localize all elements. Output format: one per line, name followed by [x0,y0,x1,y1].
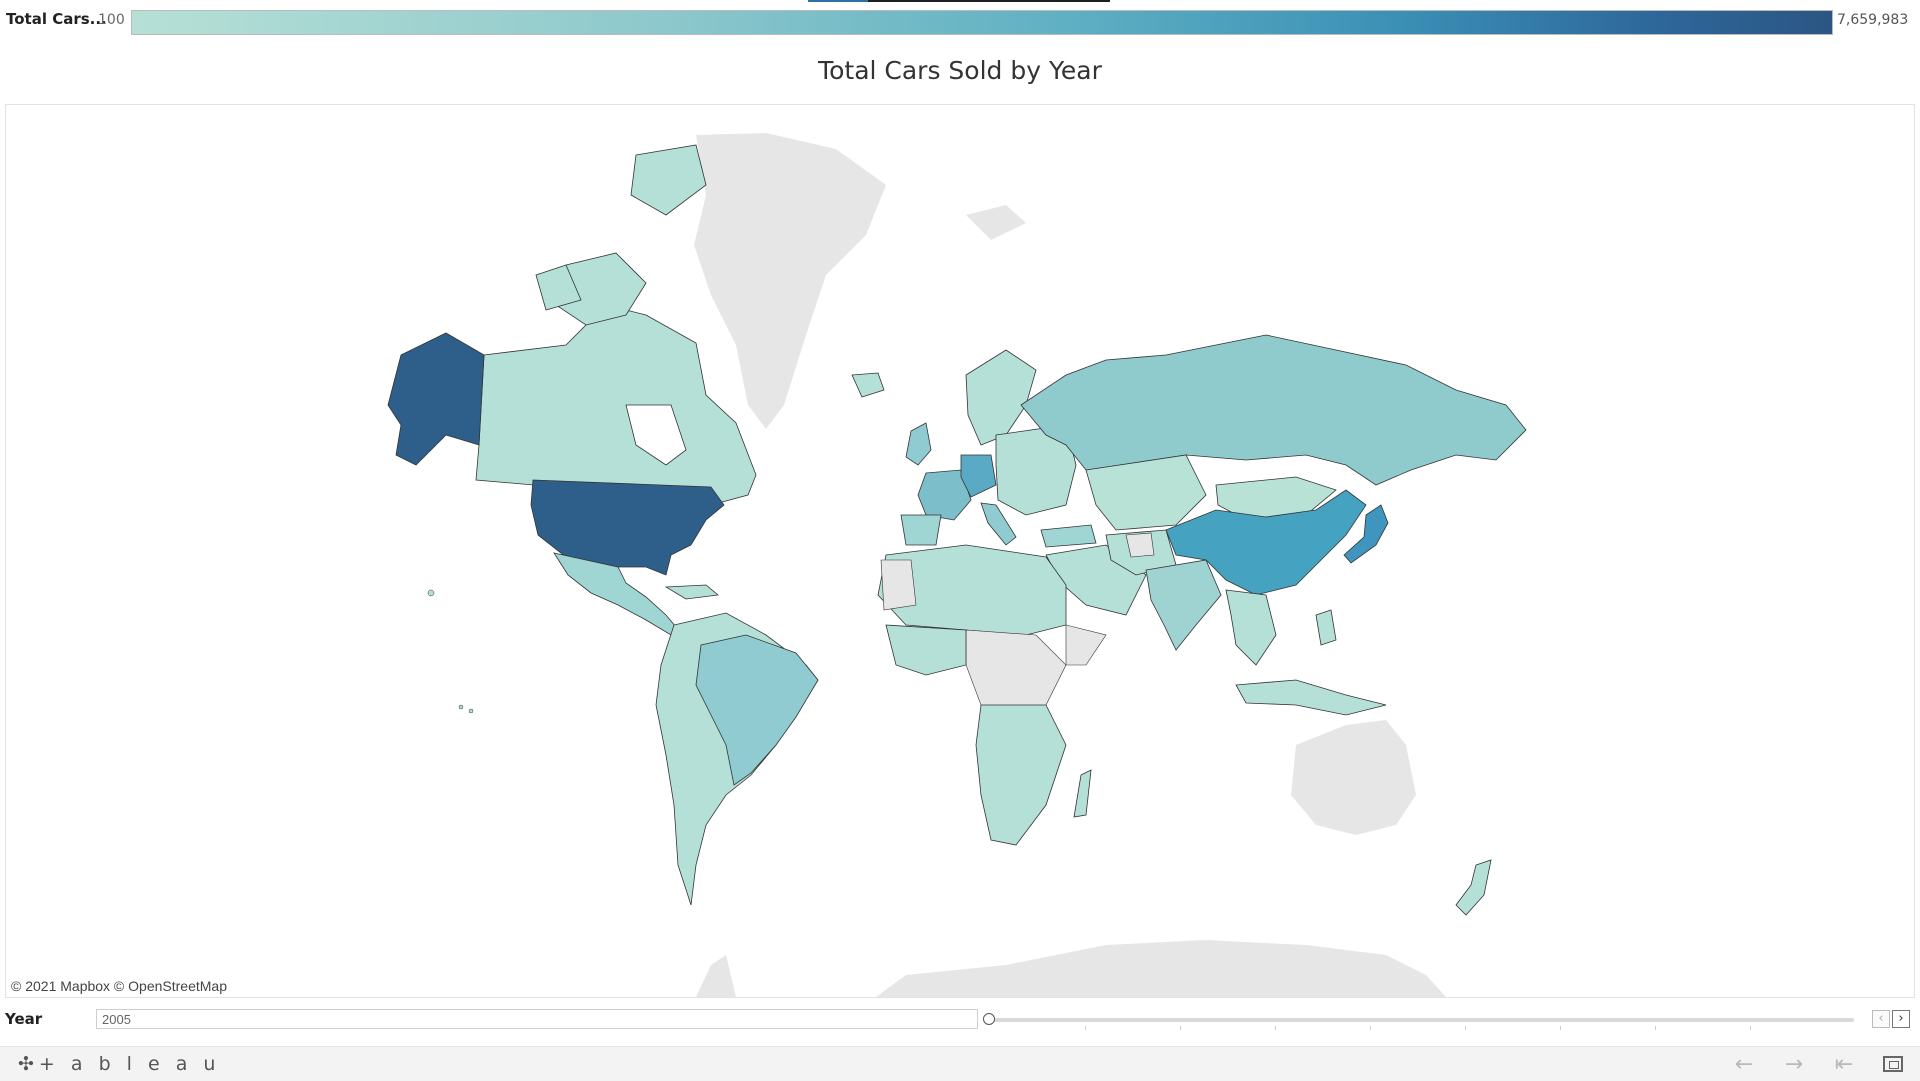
region-scandinavia[interactable] [965,349,1037,446]
region-australia[interactable] [1291,720,1416,835]
footer-toolbar: ✣+ a b l e a u ← → ⇤ [0,1046,1920,1081]
revert-icon[interactable]: ⇤ [1834,1052,1854,1077]
region-greenland[interactable] [694,133,886,429]
chart-title: Total Cars Sold by Year [818,56,1102,85]
year-filter: Year 2005 ‹ › [0,1000,1920,1040]
region-alaska[interactable] [387,332,485,466]
undo-icon[interactable]: ← [1734,1052,1754,1077]
year-slider-track[interactable] [990,1018,1854,1022]
legend-min-label: 100 [98,12,125,28]
legend-gradient-bar [131,10,1833,35]
world-map[interactable]: © 2021 Mapbox © OpenStreetMap [5,104,1915,998]
region-southeast-asia[interactable] [1225,589,1277,666]
region-new-zealand[interactable] [1455,859,1492,916]
tableau-logo[interactable]: ✣+ a b l e a u [18,1053,221,1075]
region-central-asia[interactable] [1085,454,1207,531]
region-italy[interactable] [980,502,1017,546]
slider-tick [1560,1026,1561,1030]
region-southern-africa[interactable] [975,704,1067,846]
region-antarctica[interactable] [876,940,1446,997]
region-india[interactable] [1145,559,1222,651]
region-brazil[interactable] [695,634,819,786]
chevron-left-icon[interactable]: ‹ [1872,1010,1890,1028]
region-indonesia[interactable] [1235,679,1387,716]
slider-tick [1275,1026,1276,1030]
tableau-logo-text: + a b l e a u [38,1053,221,1075]
region-spain[interactable] [900,514,942,546]
region-turkey[interactable] [1040,524,1097,548]
year-slider-thumb[interactable] [983,1013,995,1025]
region-north-africa[interactable] [877,544,1067,636]
region-united-kingdom[interactable] [905,422,932,466]
year-filter-value[interactable]: 2005 [96,1009,978,1029]
region-russia[interactable] [1020,334,1527,486]
color-legend: Total Cars... 100 7,659,983 [0,0,1920,44]
top-tab-indicator [808,0,1110,2]
region-svalbard[interactable] [966,205,1026,240]
region-madagascar[interactable] [1073,769,1092,818]
legend-max-label: 7,659,983 [1837,12,1909,28]
slider-tick [1180,1026,1181,1030]
map-canvas[interactable] [6,105,1914,997]
slider-tick [1370,1026,1371,1030]
region-japan[interactable] [1343,504,1389,564]
region-germany[interactable] [960,454,997,498]
chevron-right-icon[interactable]: › [1892,1010,1910,1028]
year-filter-label: Year [5,1010,43,1028]
slider-tick [1085,1026,1086,1030]
fullscreen-icon[interactable] [1883,1056,1903,1072]
region-united-states[interactable] [530,479,725,576]
slider-tick [1465,1026,1466,1030]
redo-icon[interactable]: → [1784,1052,1804,1077]
region-iceland[interactable] [851,372,885,398]
legend-title: Total Cars... [6,10,107,28]
map-attribution[interactable]: © 2021 Mapbox © OpenStreetMap [11,978,227,994]
region-canada[interactable] [475,304,757,508]
slider-tick [1750,1026,1751,1030]
region-china[interactable] [1165,489,1367,596]
slider-tick [1655,1026,1656,1030]
